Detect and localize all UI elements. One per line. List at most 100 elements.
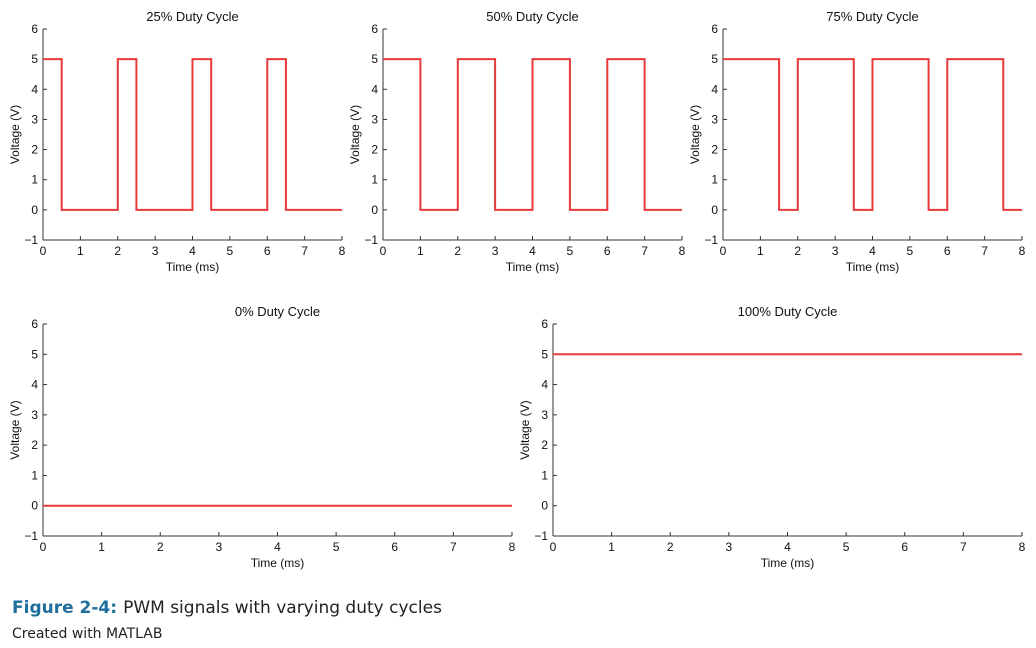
x-tick-label: 6: [901, 540, 908, 554]
y-tick-label: 0: [371, 203, 378, 217]
x-tick-label: 2: [794, 244, 801, 258]
x-tick-label: 2: [667, 540, 674, 554]
x-tick-label: 1: [608, 540, 615, 554]
y-tick-label: 4: [31, 82, 38, 96]
x-tick-label: 3: [216, 540, 223, 554]
x-tick-label: 7: [450, 540, 457, 554]
x-tick-label: 7: [960, 540, 967, 554]
x-tick-label: 1: [98, 540, 105, 554]
y-tick-label: 2: [31, 438, 38, 452]
x-tick-label: 5: [843, 540, 850, 554]
y-tick-label: 6: [31, 317, 38, 331]
x-axis-label: Time (ms): [166, 260, 220, 274]
y-tick-label: 3: [371, 112, 378, 126]
figure-credit: Created with MATLAB: [12, 626, 163, 642]
y-tick-label: 0: [541, 499, 548, 513]
x-tick-label: 3: [152, 244, 159, 258]
chart-title: 25% Duty Cycle: [146, 9, 238, 24]
y-tick-label: 1: [711, 173, 718, 187]
y-tick-label: 6: [541, 317, 548, 331]
x-tick-label: 1: [77, 244, 84, 258]
y-tick-label: 1: [31, 468, 38, 482]
x-tick-label: 0: [720, 244, 727, 258]
y-tick-label: 3: [541, 408, 548, 422]
y-axis-label: Voltage (V): [688, 105, 702, 164]
y-tick-label: 6: [31, 22, 38, 36]
y-tick-label: 6: [711, 22, 718, 36]
x-tick-label: 1: [417, 244, 424, 258]
x-tick-label: 8: [509, 540, 516, 554]
y-tick-label: 1: [31, 173, 38, 187]
y-tick-label: 3: [31, 112, 38, 126]
x-tick-label: 2: [454, 244, 461, 258]
chart-title: 0% Duty Cycle: [235, 304, 320, 319]
x-axis-label: Time (ms): [846, 260, 900, 274]
x-tick-label: 8: [1019, 244, 1026, 258]
figure-caption: Figure 2-4: PWM signals with varying duty…: [12, 598, 442, 618]
x-tick-label: 2: [114, 244, 121, 258]
figure-label: Figure 2-4:: [12, 598, 118, 618]
y-tick-label: −1: [364, 233, 378, 247]
x-tick-label: 7: [301, 244, 308, 258]
x-tick-label: 4: [189, 244, 196, 258]
x-tick-label: 4: [869, 244, 876, 258]
y-tick-label: 6: [371, 22, 378, 36]
y-axis-label: Voltage (V): [8, 400, 22, 459]
signal-line: [43, 58, 342, 211]
x-tick-label: 0: [550, 540, 557, 554]
y-tick-label: 4: [31, 378, 38, 392]
x-tick-label: 3: [832, 244, 839, 258]
x-tick-label: 8: [339, 244, 346, 258]
y-tick-label: 5: [541, 347, 548, 361]
x-tick-label: 6: [604, 244, 611, 258]
y-tick-label: 4: [541, 378, 548, 392]
x-tick-label: 3: [726, 540, 733, 554]
y-axis-label: Voltage (V): [8, 105, 22, 164]
x-tick-label: 3: [492, 244, 499, 258]
y-tick-label: −1: [24, 529, 38, 543]
x-tick-label: 7: [641, 244, 648, 258]
x-tick-label: 5: [907, 244, 914, 258]
x-tick-label: 4: [529, 244, 536, 258]
y-tick-label: 0: [31, 203, 38, 217]
x-tick-label: 4: [784, 540, 791, 554]
signal-line: [383, 58, 682, 211]
y-tick-label: 2: [541, 438, 548, 452]
x-tick-label: 6: [264, 244, 271, 258]
y-tick-label: 5: [31, 52, 38, 66]
x-tick-label: 8: [679, 244, 686, 258]
x-tick-label: 6: [391, 540, 398, 554]
y-tick-label: 3: [31, 408, 38, 422]
y-tick-label: 2: [31, 143, 38, 157]
x-tick-label: 5: [567, 244, 574, 258]
y-tick-label: −1: [534, 529, 548, 543]
signal-line: [723, 58, 1022, 211]
x-axis-label: Time (ms): [251, 556, 305, 570]
y-tick-label: −1: [24, 233, 38, 247]
x-tick-label: 0: [380, 244, 387, 258]
y-tick-label: 5: [711, 52, 718, 66]
y-tick-label: 4: [711, 82, 718, 96]
y-tick-label: 2: [711, 143, 718, 157]
y-axis-label: Voltage (V): [348, 105, 362, 164]
chart-title: 50% Duty Cycle: [486, 9, 578, 24]
y-tick-label: 5: [31, 347, 38, 361]
chart-title: 100% Duty Cycle: [738, 304, 838, 319]
x-tick-label: 0: [40, 540, 47, 554]
y-tick-label: 0: [711, 203, 718, 217]
x-tick-label: 1: [757, 244, 764, 258]
y-tick-label: 0: [31, 499, 38, 513]
chart-title: 75% Duty Cycle: [826, 9, 918, 24]
x-tick-label: 5: [333, 540, 340, 554]
y-tick-label: 2: [371, 143, 378, 157]
x-tick-label: 8: [1019, 540, 1026, 554]
figure-caption-text: PWM signals with varying duty cycles: [123, 598, 442, 618]
x-axis-label: Time (ms): [761, 556, 815, 570]
x-tick-label: 5: [227, 244, 234, 258]
